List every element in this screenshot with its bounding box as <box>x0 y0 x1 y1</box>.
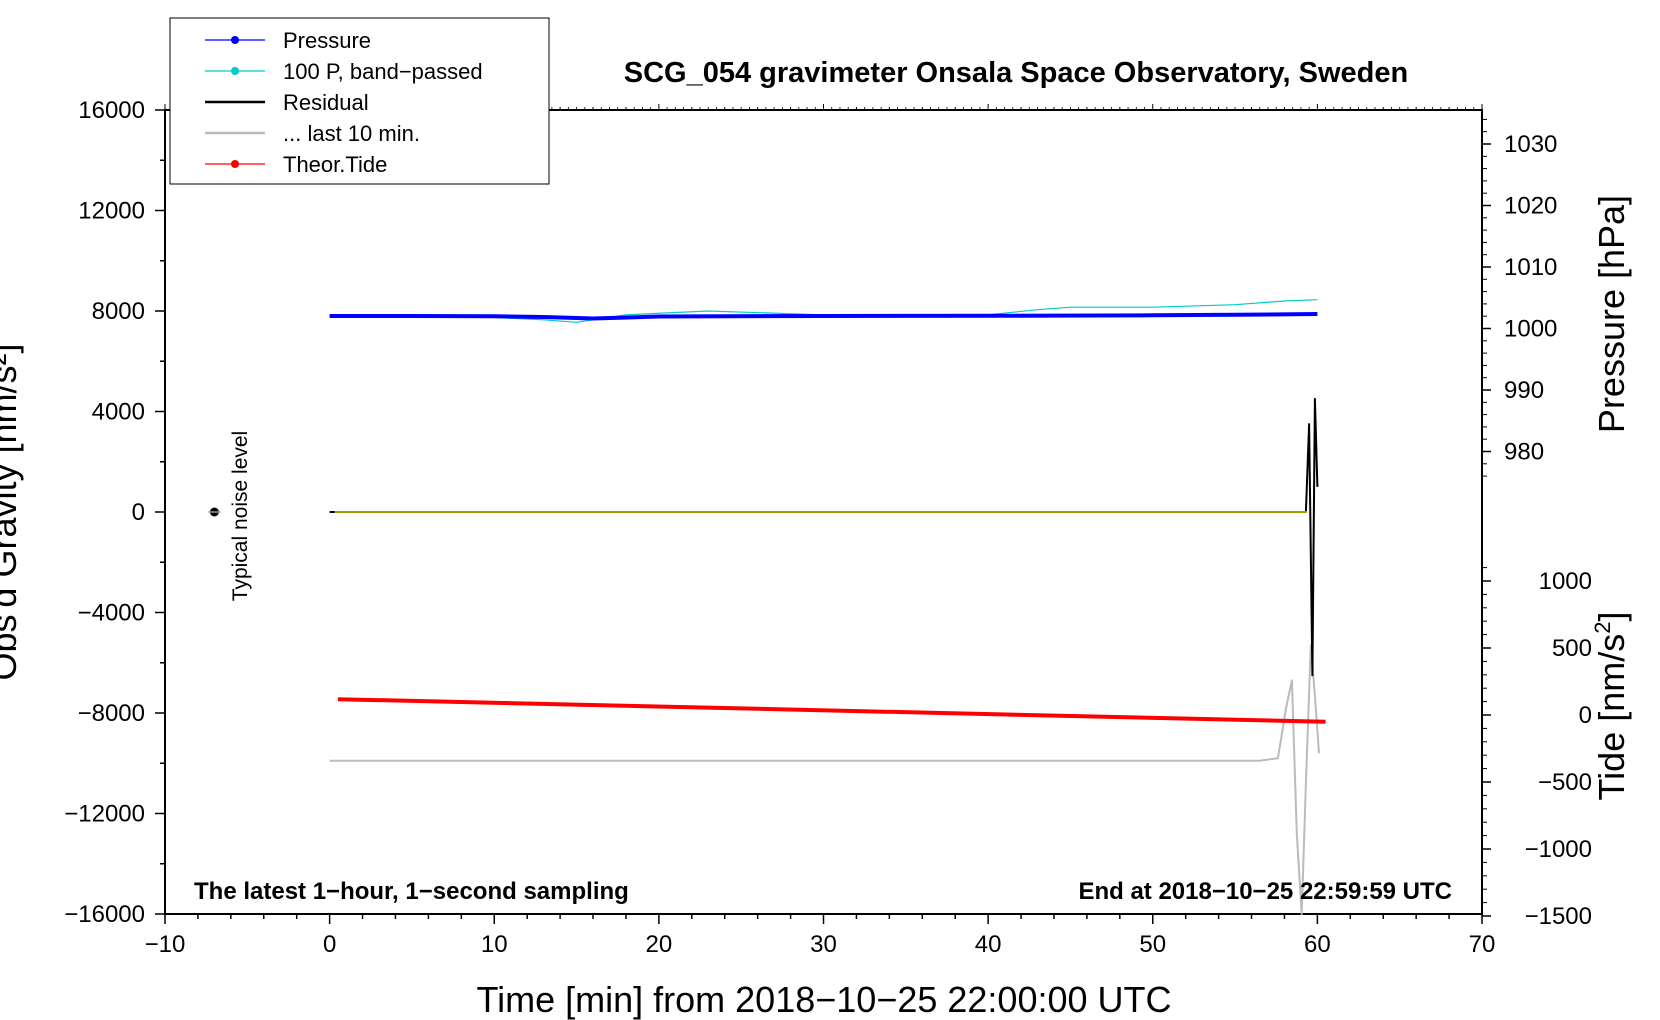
pressure-tick-label: 1010 <box>1504 254 1557 281</box>
y-tick-label: −8000 <box>78 700 145 727</box>
y-tick-label: −12000 <box>64 801 145 828</box>
pressure-tick-label: 980 <box>1504 439 1544 466</box>
series-last-10-min-line <box>329 644 1320 915</box>
tide-tick-label: 500 <box>1552 635 1592 662</box>
y-tick-label: 0 <box>132 499 145 526</box>
series-layer <box>208 299 1326 915</box>
tide-label-superscript: 2 <box>1590 622 1615 634</box>
y-axis-label-tide: Tide [nm/s2] <box>1590 612 1632 801</box>
tide-tick-label: 1000 <box>1539 568 1592 595</box>
series-theor-tide-line <box>337 697 1326 724</box>
tide-tick-label: −1500 <box>1525 903 1592 930</box>
pressure-tick-label: 1000 <box>1504 316 1557 343</box>
x-tick-label: 30 <box>810 931 837 958</box>
pressure-tick-label: 1020 <box>1504 193 1557 220</box>
pressure-tick-label: 1030 <box>1504 131 1557 158</box>
chart-title: SCG_054 gravimeter Onsala Space Observat… <box>624 57 1408 89</box>
pressure-tick-label: 990 <box>1504 377 1544 404</box>
y-tick-label: 12000 <box>78 198 145 225</box>
x-tick-label: 10 <box>481 931 508 958</box>
y-tick-label: −4000 <box>78 600 145 627</box>
legend-label: 100 P, band−passed <box>283 59 483 84</box>
y-tick-label: 4000 <box>92 399 145 426</box>
end-time-annotation: End at 2018−10−25 22:59:59 UTC <box>1078 878 1452 905</box>
tide-tick-label: 0 <box>1579 702 1592 729</box>
legend-swatch-marker <box>231 36 239 44</box>
y-axis-label-pressure: Pressure [hPa] <box>1591 195 1632 433</box>
tide-label-main: Tide [nm/s <box>1591 634 1632 801</box>
legend-label: Theor.Tide <box>283 152 387 177</box>
x-tick-label: 20 <box>646 931 673 958</box>
legend-swatch-marker <box>231 67 239 75</box>
x-tick-label: 40 <box>975 931 1002 958</box>
legend-label: ... last 10 min. <box>283 121 420 146</box>
x-tick-label: −10 <box>145 931 186 958</box>
y-tick-label: 16000 <box>78 97 145 124</box>
y-axis-label-left: Obs'd Gravity [nm/s²] <box>0 344 24 681</box>
left-axis-ticks: 16000 12000 8000 4000 0 −4000 −8000 −12000 −1600… <box>64 97 165 928</box>
right-axis-ticks: 1030 1020 1010 1000 990 980 1000 500 0 −500 −1000 −… <box>1482 118 1592 930</box>
legend: Pressure 100 P, band−passed Residual ... la… <box>169 17 550 185</box>
legend-label: Residual <box>283 90 369 115</box>
series-pressure-line <box>329 312 1318 321</box>
x-tick-label: 60 <box>1304 931 1331 958</box>
y-tick-label: −16000 <box>64 901 145 928</box>
noise-level-label: Typical noise level <box>229 431 252 601</box>
x-tick-label: 50 <box>1139 931 1166 958</box>
legend-label: Pressure <box>283 28 371 53</box>
x-tick-label: 70 <box>1469 931 1496 958</box>
legend-items: Pressure 100 P, band−passed Residual ... la… <box>205 28 483 177</box>
legend-swatch-marker <box>231 160 239 168</box>
tide-label-end: ] <box>1591 612 1632 622</box>
sampling-annotation: The latest 1−hour, 1−second sampling <box>194 878 629 905</box>
y-tick-label: 8000 <box>92 298 145 325</box>
bottom-axis-ticks: −10 0 10 20 30 40 50 60 70 <box>145 914 1496 958</box>
tide-tick-label: −1000 <box>1525 836 1592 863</box>
tide-tick-label: −500 <box>1538 769 1592 796</box>
x-axis-label: Time [min] from 2018−10−25 22:00:00 UTC <box>476 979 1171 1020</box>
x-tick-label: 0 <box>323 931 336 958</box>
